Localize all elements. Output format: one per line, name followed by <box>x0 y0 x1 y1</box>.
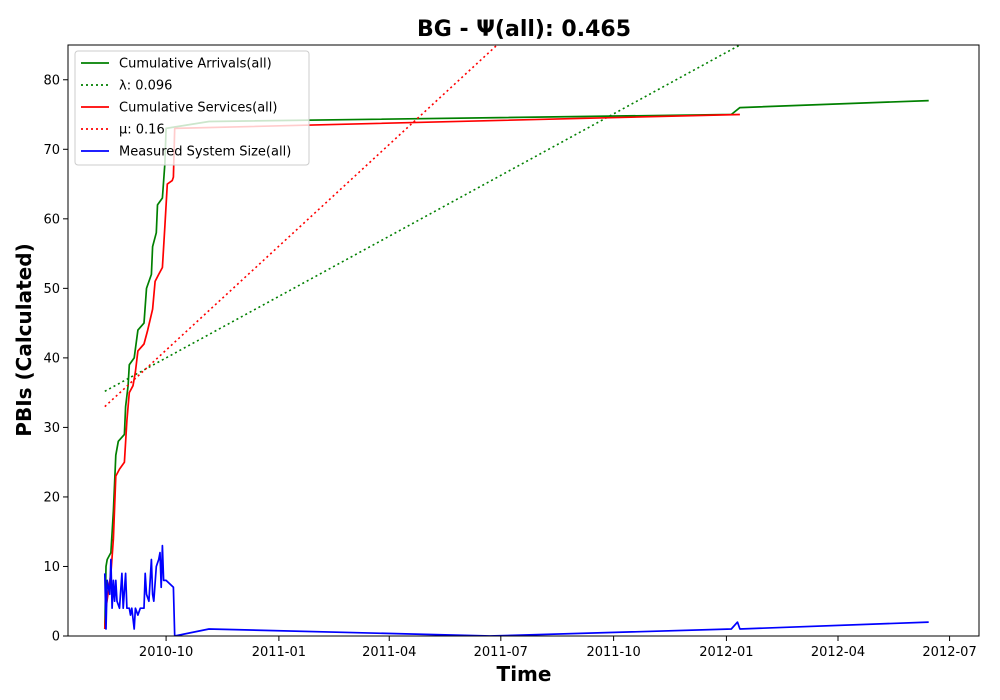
y-tick-label: 60 <box>43 212 60 227</box>
y-tick-label: 20 <box>43 490 60 505</box>
y-tick-label: 10 <box>43 560 60 575</box>
x-tick-label: 2011-04 <box>362 645 416 660</box>
series-line-0 <box>105 101 929 629</box>
legend-label-3: μ: 0.16 <box>119 123 165 138</box>
series-line-2 <box>105 115 740 630</box>
legend: Cumulative Arrivals(all) λ: 0.096 Cumulati… <box>75 51 309 165</box>
chart-title: BG - Ψ(all): 0.465 <box>417 17 631 42</box>
x-tick-label: 2011-10 <box>586 645 640 660</box>
legend-label-1: λ: 0.096 <box>119 79 172 94</box>
x-axis-label: Time <box>497 662 552 686</box>
x-tick-label: 2010-10 <box>139 645 193 660</box>
x-tick-label: 2012-04 <box>811 645 865 660</box>
y-axis-label: PBIs (Calculated) <box>12 243 36 436</box>
y-tick-label: 0 <box>52 630 60 645</box>
y-tick-label: 50 <box>43 282 60 297</box>
y-tick-label: 80 <box>43 73 60 88</box>
y-tick-label: 70 <box>43 143 60 158</box>
y-tick-label: 30 <box>43 421 60 436</box>
series-line-4 <box>105 546 929 636</box>
legend-label-0: Cumulative Arrivals(all) <box>119 57 272 72</box>
x-tick-label: 2012-07 <box>922 645 976 660</box>
x-tick-label: 2012-01 <box>699 645 753 660</box>
x-tick-label: 2011-07 <box>474 645 528 660</box>
legend-label-2: Cumulative Services(all) <box>119 101 277 116</box>
legend-label-4: Measured System Size(all) <box>119 145 291 160</box>
y-tick-label: 40 <box>43 351 60 366</box>
x-tick-label: 2011-01 <box>252 645 306 660</box>
